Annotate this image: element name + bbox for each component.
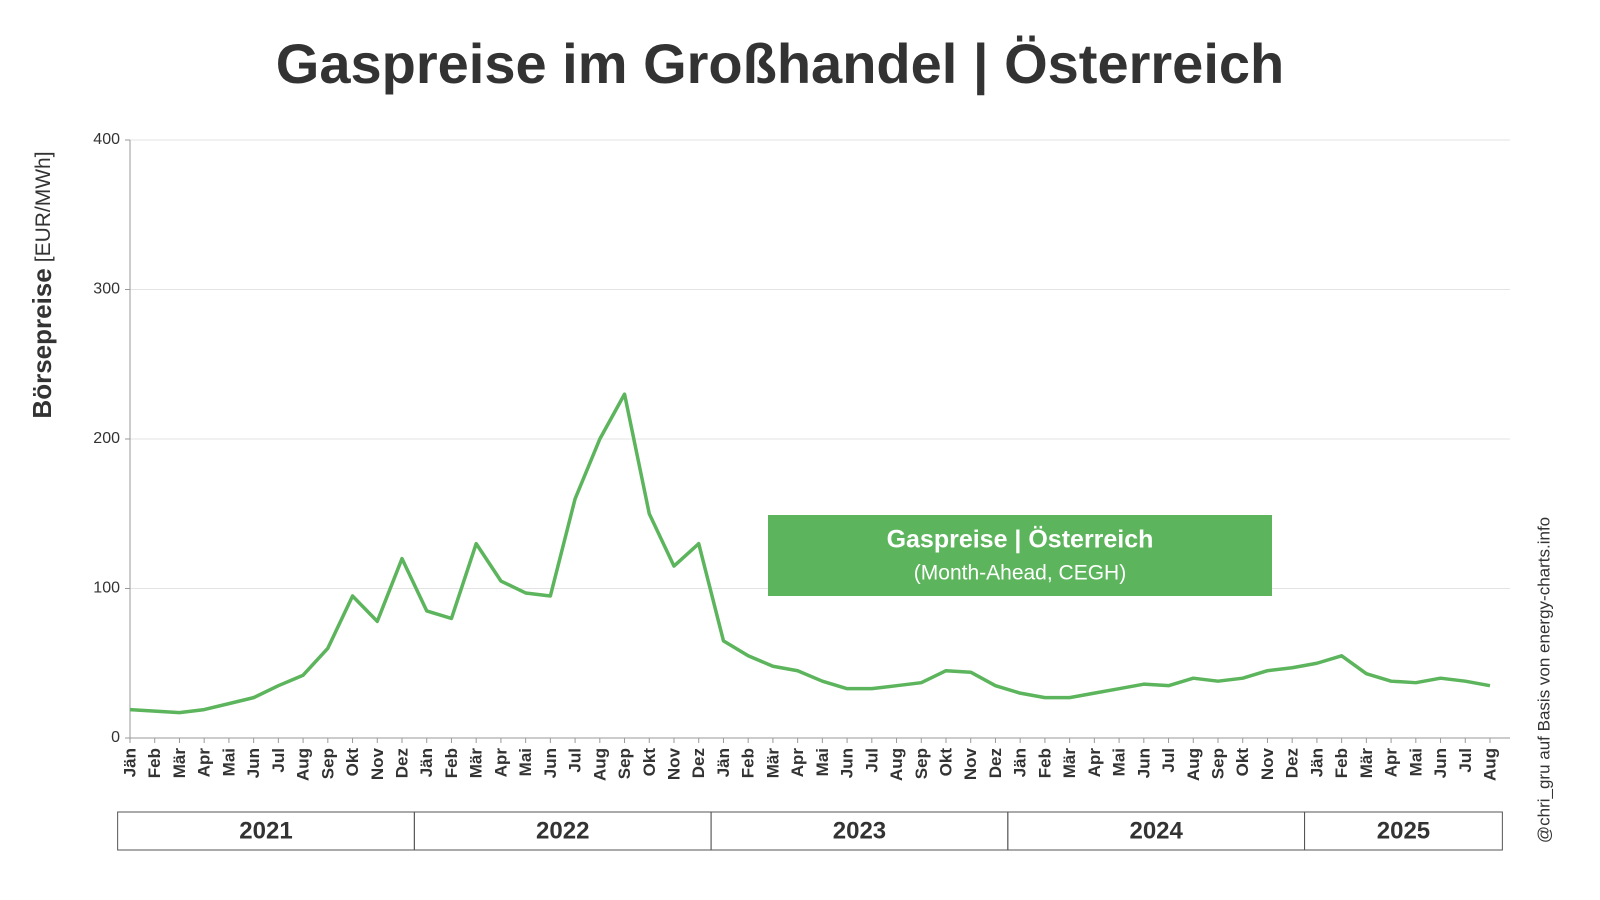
y-label-unit: [EUR/MWh] bbox=[32, 151, 55, 262]
x-tick-label: Jän bbox=[714, 748, 733, 777]
x-tick-label: Feb bbox=[145, 748, 164, 778]
x-tick-label: Mai bbox=[516, 748, 535, 776]
x-tick-label: Apr bbox=[1085, 748, 1104, 778]
x-tick-label: Okt bbox=[343, 748, 362, 777]
x-tick-label: Jul bbox=[269, 748, 288, 773]
x-tick-label: Aug bbox=[887, 748, 906, 781]
x-tick-label: Jun bbox=[1431, 748, 1450, 778]
year-label: 2022 bbox=[536, 817, 589, 844]
x-tick-label: Aug bbox=[1480, 748, 1499, 781]
x-tick-label: Apr bbox=[195, 748, 214, 778]
annotation-subtitle: (Month-Ahead, CEGH) bbox=[914, 562, 1126, 585]
y-tick-label: 100 bbox=[93, 580, 120, 597]
x-tick-label: Dez bbox=[392, 748, 411, 778]
year-label: 2021 bbox=[239, 817, 292, 844]
y-axis-label: Börsepreise [EUR/MWh] bbox=[27, 151, 57, 418]
x-tick-label: Mai bbox=[1406, 748, 1425, 776]
x-tick-label: Nov bbox=[961, 747, 980, 780]
year-label: 2025 bbox=[1377, 817, 1430, 844]
x-tick-label: Sep bbox=[1208, 748, 1227, 779]
x-tick-label: Okt bbox=[1233, 748, 1252, 777]
x-tick-label: Jul bbox=[862, 748, 881, 773]
annotation-box bbox=[768, 515, 1272, 596]
x-tick-label: Aug bbox=[294, 748, 313, 781]
x-tick-label: Mär bbox=[1357, 748, 1376, 779]
x-tick-label: Feb bbox=[1332, 748, 1351, 778]
x-tick-label: Mär bbox=[467, 748, 486, 779]
x-tick-label: Jul bbox=[1456, 748, 1475, 773]
x-tick-label: Aug bbox=[590, 748, 609, 781]
x-tick-label: Mai bbox=[813, 748, 832, 776]
x-tick-label: Jun bbox=[838, 748, 857, 778]
year-box bbox=[1304, 811, 1503, 851]
price-line bbox=[129, 392, 1491, 715]
x-tick-label: Apr bbox=[1382, 748, 1401, 778]
x-tick-label: Jän bbox=[1011, 748, 1030, 777]
x-tick-label: Mär bbox=[170, 748, 189, 779]
x-tick-label: Jän bbox=[120, 748, 139, 777]
x-tick-label: Aug bbox=[1184, 748, 1203, 781]
y-tick-label: 400 bbox=[93, 131, 120, 148]
credit: @chri_gru auf Basis von energy-charts.in… bbox=[1534, 517, 1553, 843]
x-tick-label: Feb bbox=[442, 748, 461, 778]
x-tick-label: Jun bbox=[244, 748, 263, 778]
year-label: 2023 bbox=[833, 817, 886, 844]
x-tick-label: Dez bbox=[1283, 748, 1302, 778]
y-tick-label: 0 bbox=[111, 729, 120, 746]
x-tick-label: Mär bbox=[1060, 748, 1079, 779]
x-tick-label: Mai bbox=[1110, 748, 1129, 776]
x-tick-label: Sep bbox=[615, 748, 634, 779]
x-tick-label: Mai bbox=[219, 748, 238, 776]
x-tick-label: Okt bbox=[640, 748, 659, 777]
x-tick-label: Dez bbox=[689, 748, 708, 778]
x-tick-label: Jun bbox=[541, 748, 560, 778]
y-tick-label: 300 bbox=[93, 281, 120, 298]
x-tick-label: Jän bbox=[1307, 748, 1326, 777]
x-tick-label: Nov bbox=[1258, 747, 1277, 780]
x-tick-label: Feb bbox=[739, 748, 758, 778]
year-label: 2024 bbox=[1129, 817, 1183, 844]
x-tick-label: Jän bbox=[417, 748, 436, 777]
x-tick-label: Apr bbox=[491, 748, 510, 778]
x-tick-label: Mär bbox=[763, 748, 782, 779]
x-tick-label: Feb bbox=[1035, 748, 1054, 778]
x-tick-label: Jul bbox=[566, 748, 585, 773]
x-tick-label: Dez bbox=[986, 748, 1005, 778]
x-tick-label: Jun bbox=[1134, 748, 1153, 778]
x-tick-label: Sep bbox=[318, 748, 337, 779]
chart-title: Gaspreise im Großhandel | Österreich bbox=[276, 32, 1284, 96]
annotation-title: Gaspreise | Österreich bbox=[887, 525, 1154, 554]
x-tick-label: Apr bbox=[788, 748, 807, 778]
x-tick-label: Sep bbox=[912, 748, 931, 779]
x-tick-label: Jul bbox=[1159, 748, 1178, 773]
x-tick-label: Nov bbox=[368, 747, 387, 780]
y-tick-label: 200 bbox=[93, 430, 120, 447]
x-tick-label: Nov bbox=[664, 747, 683, 780]
y-label-name: Börsepreise bbox=[27, 268, 57, 418]
x-tick-label: Okt bbox=[936, 748, 955, 777]
